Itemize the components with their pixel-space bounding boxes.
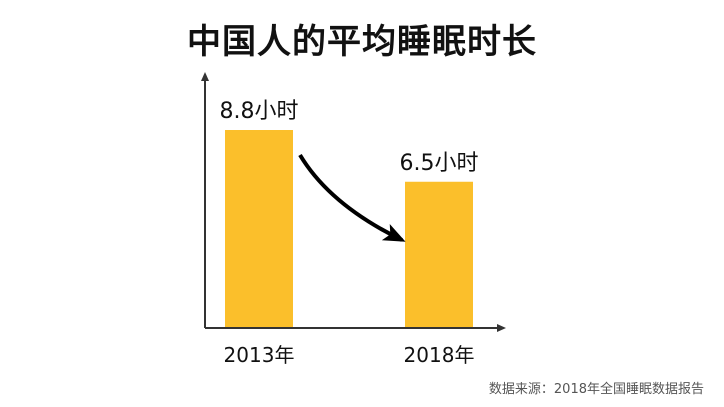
bar-2013年 [225,130,293,328]
x-tick-label: 2013年 [224,343,295,367]
chart-title: 中国人的平均睡眠时长 [187,22,537,62]
decrease-trend-arrow [298,153,406,242]
source-note: 数据来源：2018年全国睡眠数据报告 [488,382,704,397]
x-tick-label: 2018年 [404,343,475,367]
bar-2018年 [405,181,473,328]
data-label: 8.8小时 [220,99,299,124]
data-label: 6.5小时 [400,151,479,176]
